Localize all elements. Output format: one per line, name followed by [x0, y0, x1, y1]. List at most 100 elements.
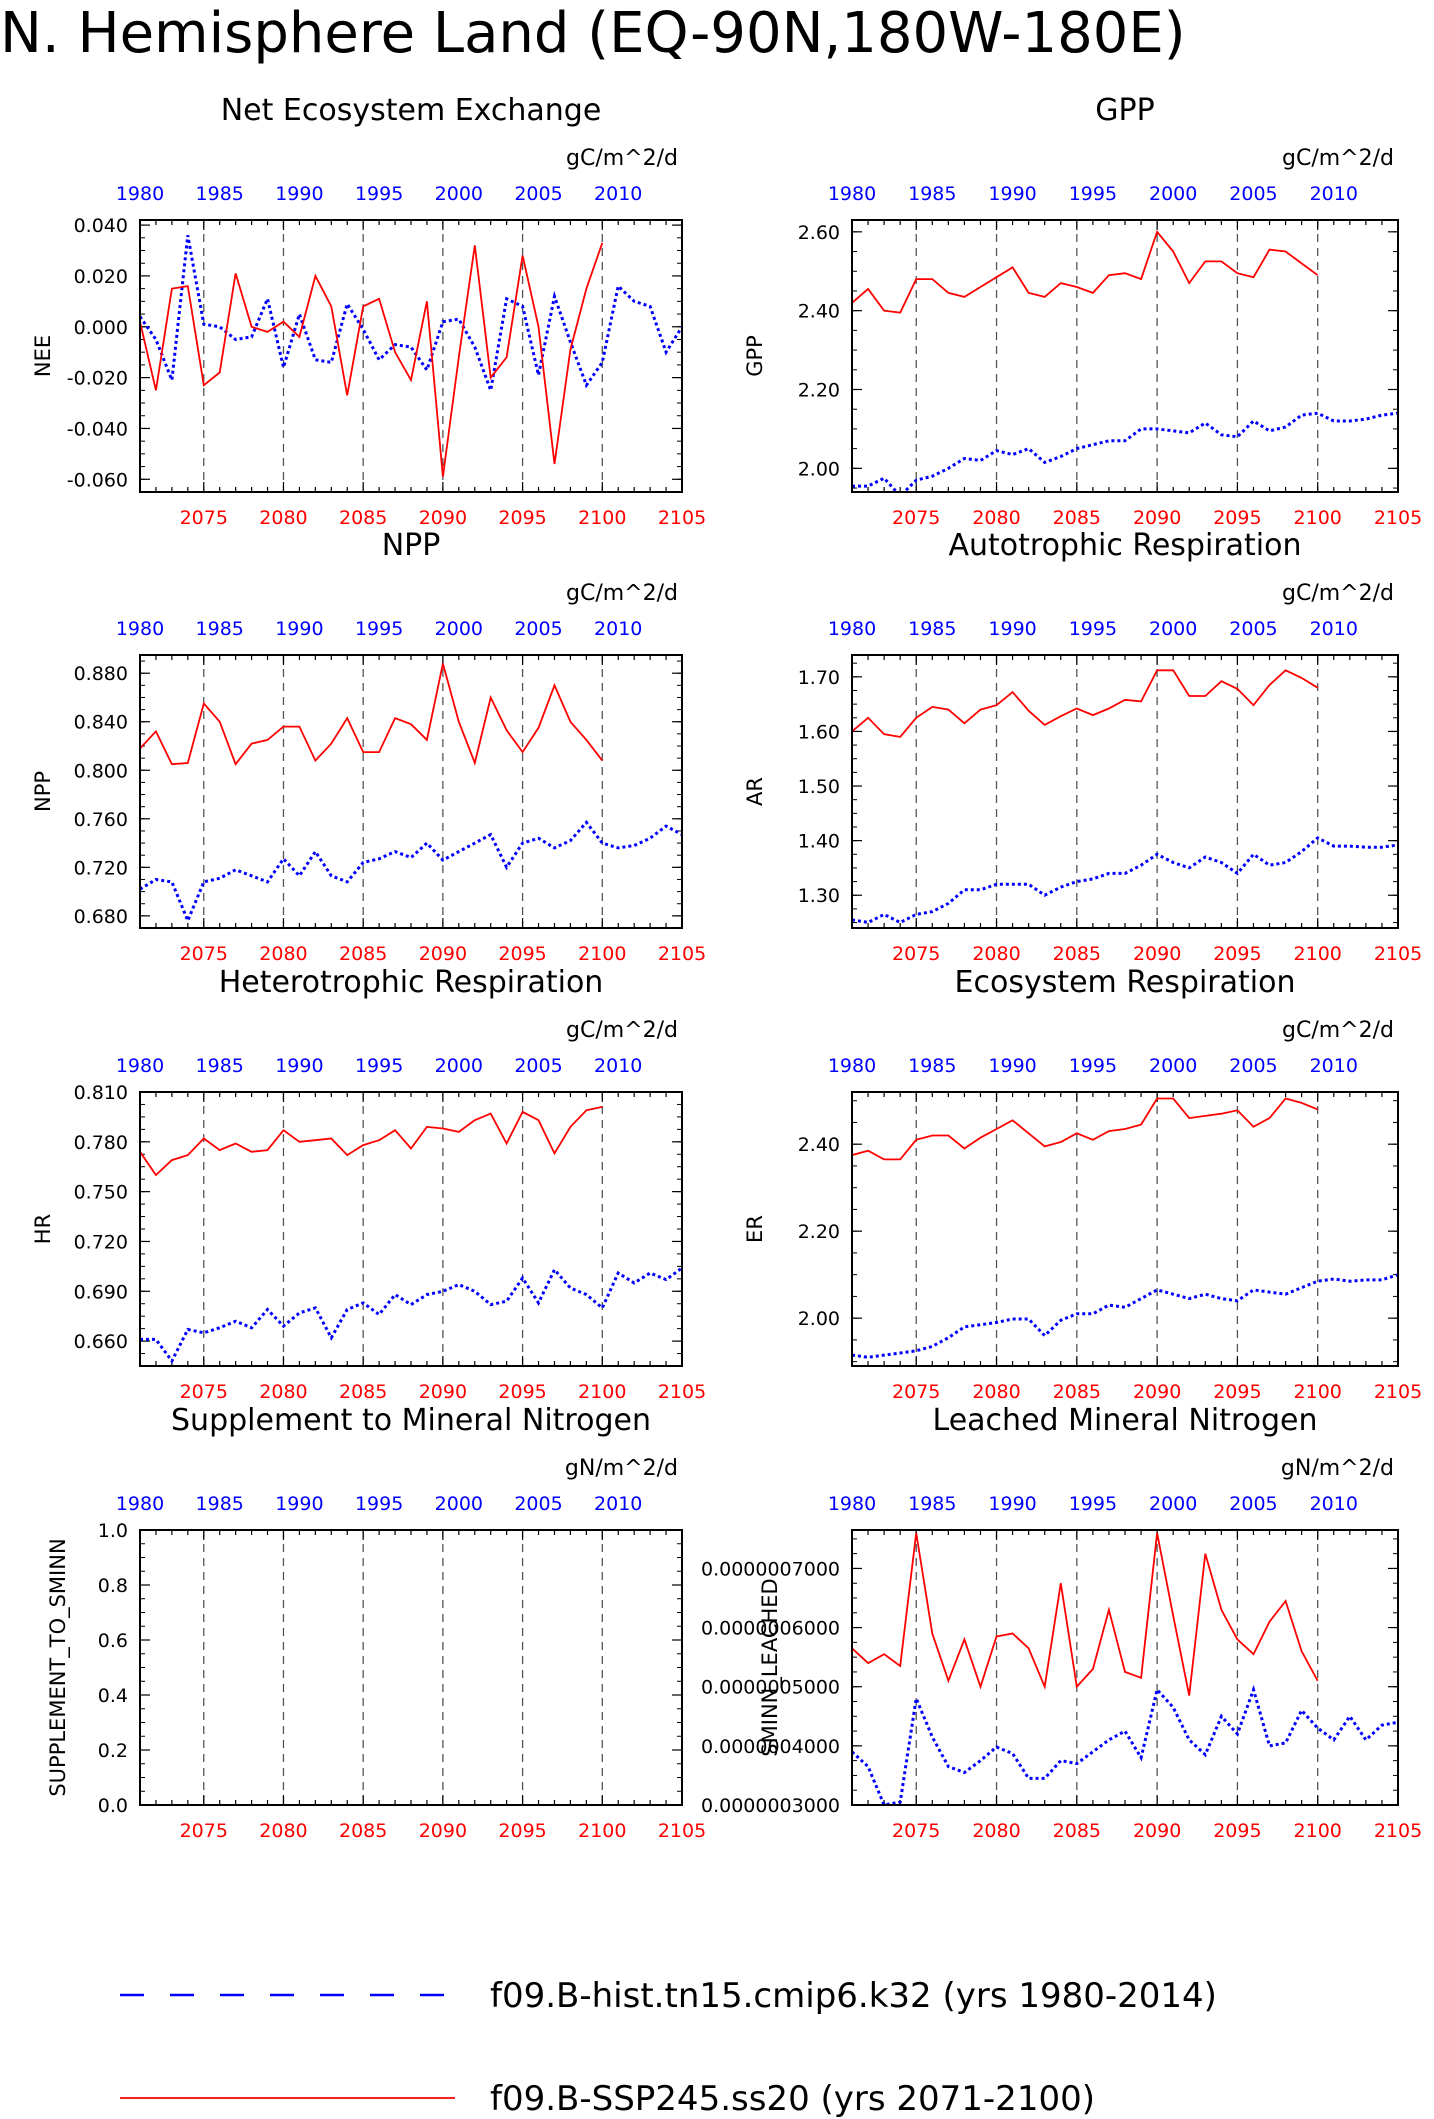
x-top-tick-label: 2000 — [1149, 618, 1197, 640]
y-tick-label: 0.720 — [74, 1231, 128, 1253]
x-top-tick-label: 1990 — [275, 1493, 323, 1515]
x-top-tick-label: 2000 — [1149, 1055, 1197, 1077]
y-tick-label: 0.6 — [98, 1630, 128, 1652]
x-bottom-tick-label: 2100 — [1294, 943, 1342, 965]
panel-7: Leached Mineral Nitrogen gN/m^2/d SMINN_LE… — [701, 1403, 1422, 1842]
y-tick-label: 1.0 — [98, 1520, 128, 1542]
x-bottom-tick-label: 2075 — [892, 943, 940, 965]
panel-title: NPP — [382, 528, 441, 563]
series-line-hist — [852, 411, 1398, 492]
x-bottom-tick-label: 2105 — [658, 943, 706, 965]
x-top-tick-label: 2000 — [435, 1493, 483, 1515]
y-tick-label: 0.0000005000 — [701, 1677, 840, 1699]
x-bottom-tick-label: 2105 — [1374, 507, 1422, 529]
y-axis-label: NPP — [31, 771, 55, 812]
x-top-tick-label: 1995 — [355, 618, 403, 640]
y-tick-label: 0.0000006000 — [701, 1618, 840, 1640]
x-bottom-tick-label: 2085 — [1053, 507, 1101, 529]
panel-title: Autotrophic Respiration — [948, 528, 1301, 563]
y-tick-label: 2.00 — [798, 458, 840, 480]
x-top-tick-label: 2010 — [594, 618, 642, 640]
y-tick-label: 0.720 — [74, 857, 128, 879]
panel-0: Net Ecosystem Exchange gC/m^2/d NEE 2075 208… — [31, 93, 706, 529]
x-top-tick-label: 1985 — [908, 183, 956, 205]
x-bottom-tick-label: 2090 — [1133, 943, 1181, 965]
panel-title: Heterotrophic Respiration — [219, 965, 604, 1000]
y-axis-label: HR — [31, 1214, 55, 1244]
y-tick-label: 0.780 — [74, 1132, 128, 1154]
plot-frame — [851, 1529, 1399, 1806]
series-line-hist — [852, 1273, 1398, 1359]
panel-title: Ecosystem Respiration — [955, 965, 1296, 1000]
x-bottom-tick-label: 2075 — [180, 943, 228, 965]
series-line-ssp — [852, 1097, 1319, 1161]
x-top-tick-label: 1985 — [196, 618, 244, 640]
units-label: gC/m^2/d — [1282, 146, 1394, 171]
y-tick-label: 0.0000007000 — [701, 1558, 840, 1580]
x-top-tick-label: 2000 — [1149, 1493, 1197, 1515]
x-bottom-tick-label: 2080 — [972, 1820, 1020, 1842]
x-top-tick-label: 2005 — [1229, 183, 1277, 205]
x-top-tick-label: 2000 — [435, 618, 483, 640]
x-bottom-tick-label: 2085 — [1053, 943, 1101, 965]
units-label: gC/m^2/d — [566, 1018, 678, 1043]
series-line-ssp — [140, 242, 604, 477]
y-tick-label: 0.020 — [74, 266, 128, 288]
x-bottom-tick-label: 2085 — [339, 1381, 387, 1403]
x-bottom-tick-label: 2080 — [259, 507, 307, 529]
x-bottom-tick-label: 2100 — [1294, 1381, 1342, 1403]
x-top-tick-label: 1980 — [828, 183, 876, 205]
y-tick-label: -0.020 — [67, 368, 128, 390]
x-top-tick-label: 2010 — [1310, 618, 1358, 640]
y-tick-label: 0.750 — [74, 1182, 128, 1204]
x-bottom-tick-label: 2090 — [419, 1820, 467, 1842]
x-top-tick-label: 2005 — [1229, 1493, 1277, 1515]
panel-6: Supplement to Mineral Nitrogen gN/m^2/d SU… — [46, 1403, 706, 1842]
x-top-tick-label: 1995 — [355, 1055, 403, 1077]
y-tick-label: 0.000 — [74, 317, 128, 339]
units-label: gN/m^2/d — [565, 1456, 678, 1481]
panel-title: Net Ecosystem Exchange — [221, 93, 602, 128]
x-bottom-tick-label: 2105 — [1374, 943, 1422, 965]
x-bottom-tick-label: 2095 — [1213, 1820, 1261, 1842]
y-tick-label: 2.00 — [798, 1308, 840, 1330]
x-top-tick-label: 2010 — [1310, 1493, 1358, 1515]
y-tick-label: 0.0 — [98, 1795, 128, 1817]
y-tick-label: 0.760 — [74, 809, 128, 831]
panel-3: Autotrophic Respiration gC/m^2/d AR 2075 208… — [743, 528, 1422, 965]
x-top-tick-label: 1990 — [988, 183, 1036, 205]
x-top-tick-label: 2005 — [514, 1493, 562, 1515]
panel-title: Leached Mineral Nitrogen — [933, 1403, 1318, 1438]
x-bottom-tick-label: 2075 — [180, 1381, 228, 1403]
x-bottom-tick-label: 2080 — [972, 943, 1020, 965]
series-line-ssp — [852, 1532, 1319, 1696]
x-top-tick-label: 2000 — [435, 1055, 483, 1077]
x-top-tick-label: 1995 — [355, 1493, 403, 1515]
x-top-tick-label: 2010 — [594, 1493, 642, 1515]
plot-frame — [139, 654, 683, 929]
y-axis-label: GPP — [743, 335, 767, 377]
x-top-tick-label: 1995 — [1069, 183, 1117, 205]
y-axis-label: ER — [743, 1215, 767, 1243]
x-top-tick-label: 2005 — [1229, 618, 1277, 640]
x-top-tick-label: 1980 — [828, 618, 876, 640]
y-tick-label: 0.680 — [74, 906, 128, 928]
x-bottom-tick-label: 2100 — [578, 943, 626, 965]
x-top-tick-label: 2005 — [514, 618, 562, 640]
series-line-hist — [140, 820, 682, 925]
series-line-hist — [852, 836, 1398, 925]
panel-2: NPP gC/m^2/d NPP 2075 2080 2085 2090 2095 2100 21… — [31, 528, 706, 965]
plot-frame — [851, 1091, 1399, 1367]
x-bottom-tick-label: 2075 — [892, 507, 940, 529]
x-bottom-tick-label: 2095 — [498, 1381, 546, 1403]
y-tick-label: -0.060 — [67, 469, 128, 491]
x-top-tick-label: 1980 — [116, 1493, 164, 1515]
x-top-tick-label: 2000 — [1149, 183, 1197, 205]
x-top-tick-label: 1990 — [988, 618, 1036, 640]
x-top-tick-label: 1990 — [275, 1055, 323, 1077]
series-line-hist — [140, 235, 682, 397]
y-tick-label: 1.50 — [798, 776, 840, 798]
x-top-tick-label: 1985 — [908, 618, 956, 640]
y-axis-label: SUPPLEMENT_TO_SMINN — [46, 1538, 71, 1796]
y-tick-label: 1.60 — [798, 721, 840, 743]
